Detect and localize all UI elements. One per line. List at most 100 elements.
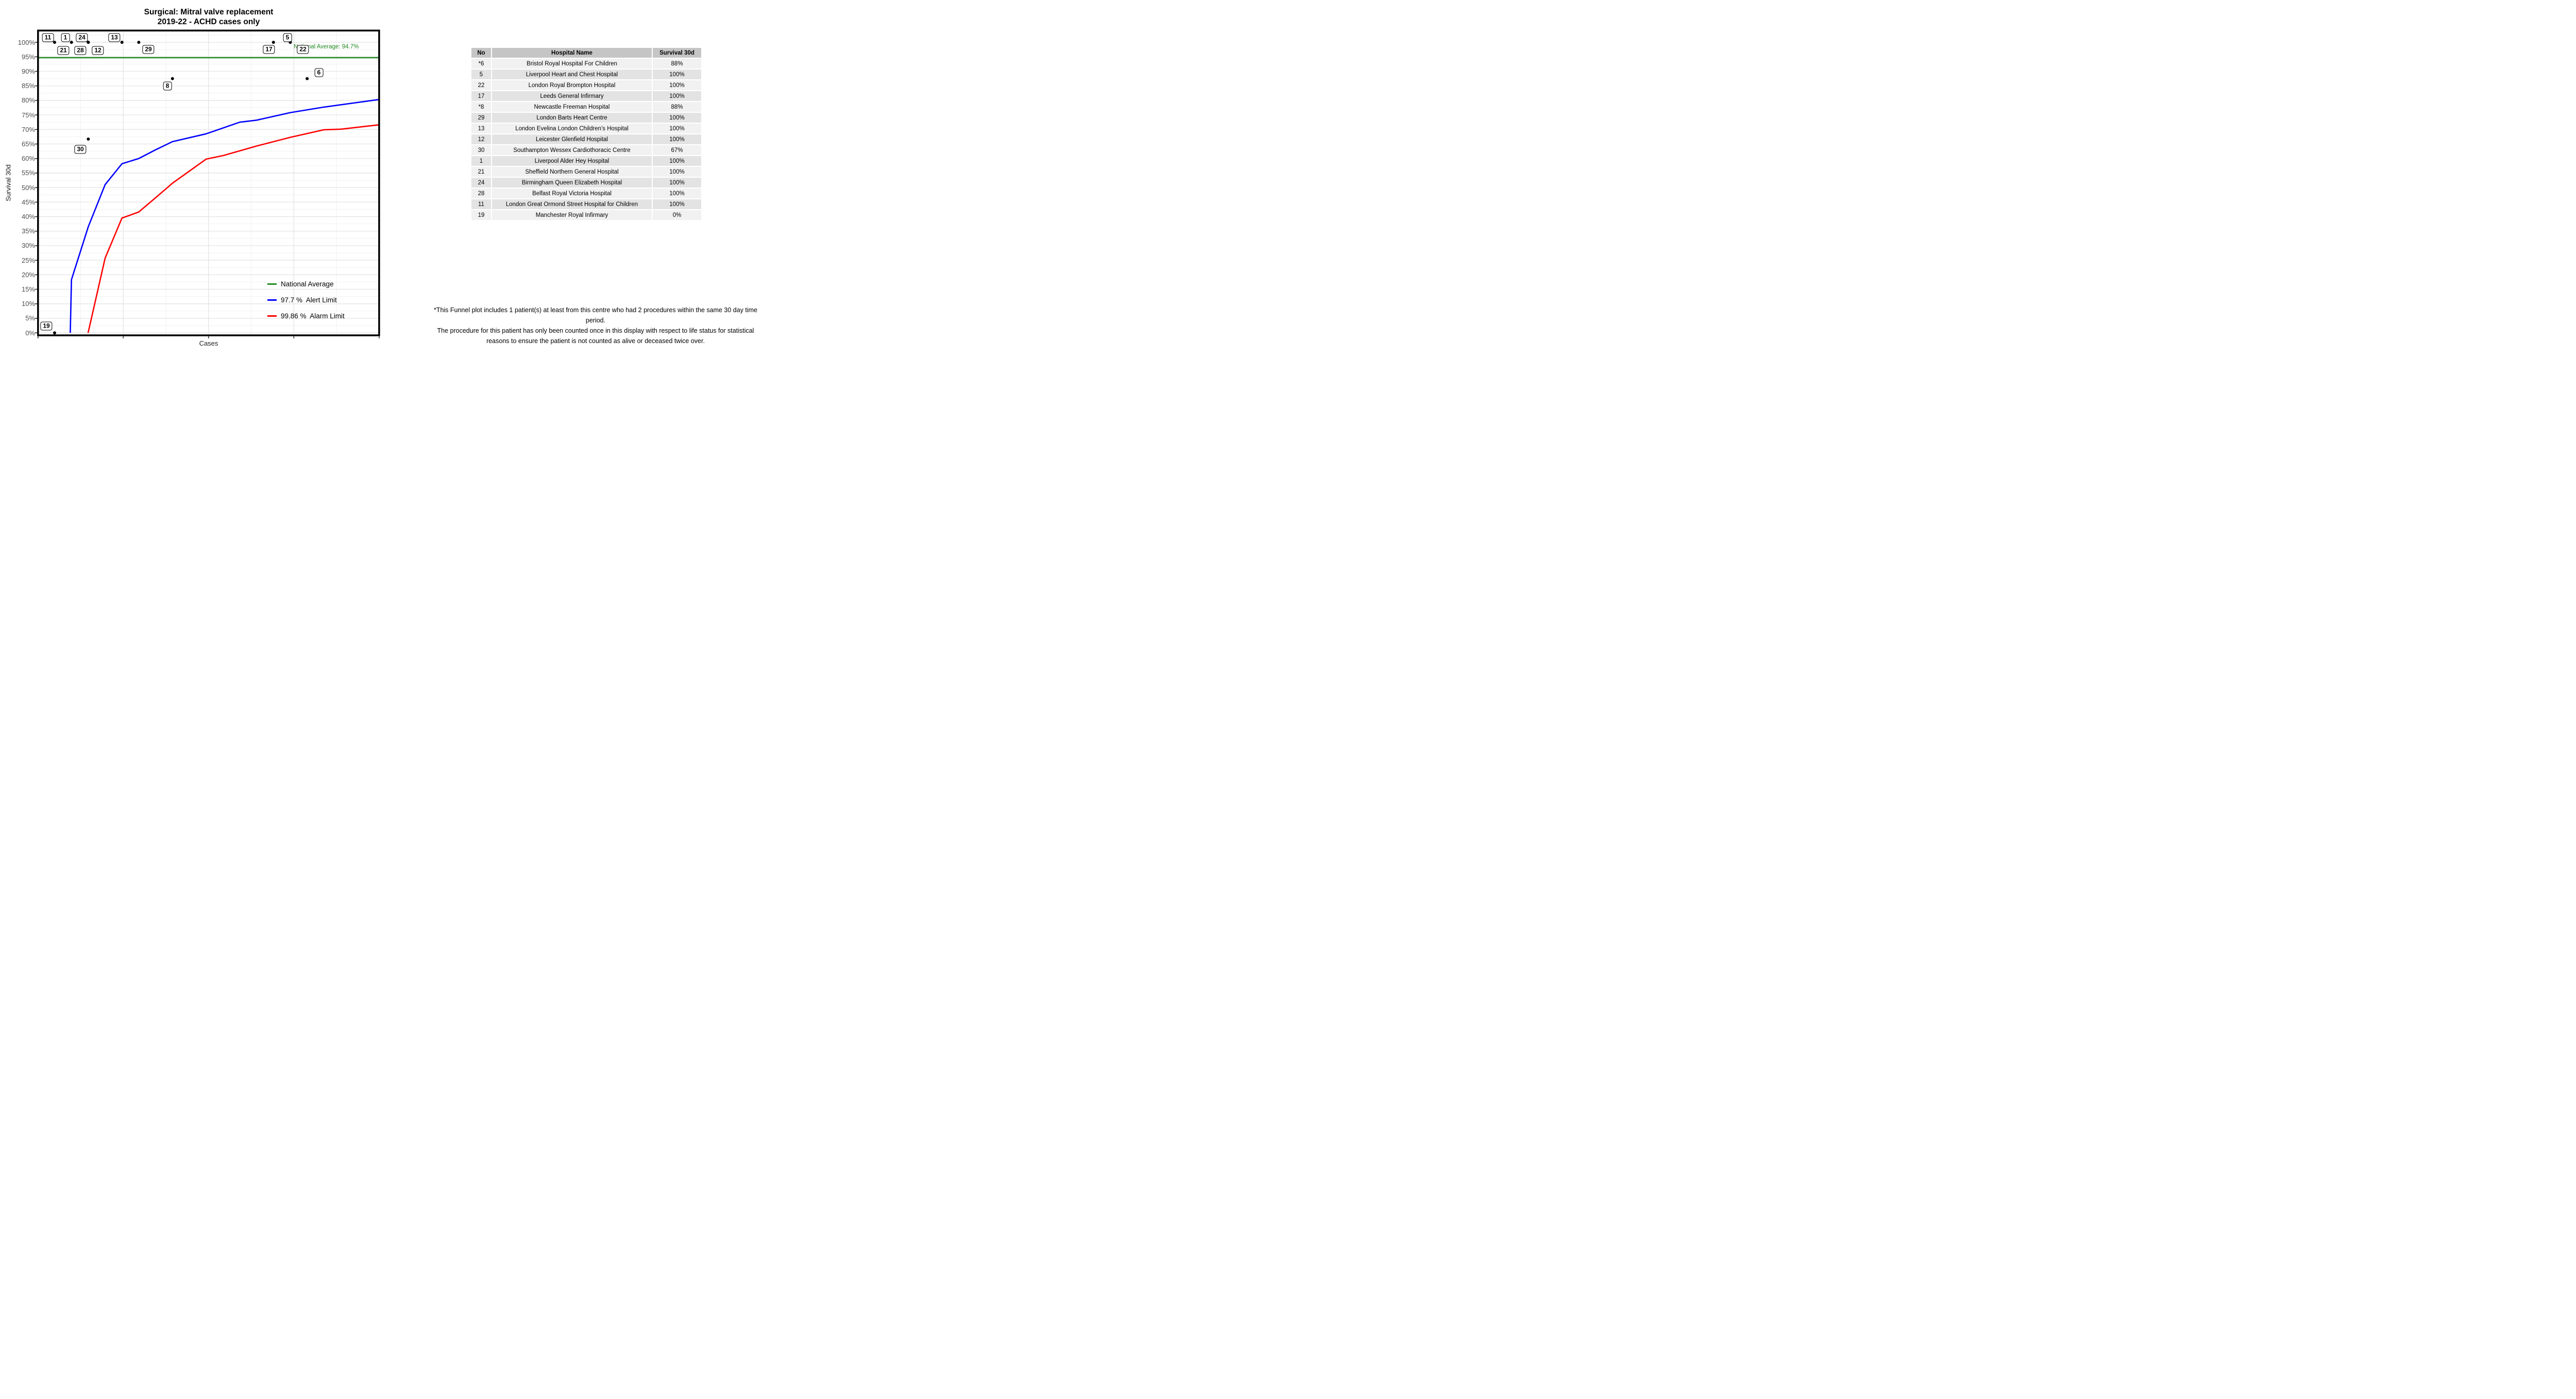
table-cell: *6 [471, 59, 491, 69]
table-cell: 100% [653, 199, 701, 209]
table-cell: Leeds General Infirmary [492, 91, 652, 101]
table-cell: 100% [653, 91, 701, 101]
table-cell: London Evelina London Children's Hospita… [492, 124, 652, 133]
table-row: 22 London Royal Brompton Hospital 100% [471, 80, 701, 90]
table-row: 1 Liverpool Alder Hey Hospital 100% [471, 156, 701, 166]
data-point [306, 77, 309, 80]
table-row: 19 Manchester Royal Infirmary 0% [471, 210, 701, 220]
table-cell: Leicester Glenfield Hospital [492, 134, 652, 144]
table-row: 12 Leicester Glenfield Hospital 100% [471, 134, 701, 144]
table-cell: Southampton Wessex Cardiothoracic Centre [492, 145, 652, 155]
table-cell: 100% [653, 189, 701, 198]
data-point [272, 41, 275, 44]
y-tick-label: 40% [21, 213, 35, 221]
table-row: 28 Belfast Royal Victoria Hospital 100% [471, 189, 701, 198]
point-label: 21 [57, 46, 70, 55]
point-label: 8 [163, 81, 172, 91]
point-label: 1 [61, 33, 70, 42]
footnote: *This Funnel plot includes 1 patient(s) … [427, 305, 765, 346]
chart-legend: National Average 97.7 % Alert Limit 99.86 … [267, 279, 345, 327]
point-label: 11 [42, 33, 54, 42]
hospital-results-table-wrap: No Hospital Name Survival 30d *6 Bristol Ro… [470, 47, 702, 221]
national-average-annotation: National Average: 94.7% [294, 44, 359, 50]
point-label: 6 [314, 68, 324, 77]
table-row: 24 Birmingham Queen Elizabeth Hospital 100… [471, 178, 701, 187]
y-tick-label: 65% [21, 140, 35, 148]
data-point [171, 77, 174, 80]
table-row: 5 Liverpool Heart and Chest Hospital 100% [471, 70, 701, 79]
table-row: 29 London Barts Heart Centre 100% [471, 113, 701, 123]
y-tick-label: 25% [21, 256, 35, 264]
legend-label: 97.7 % Alert Limit [281, 296, 337, 304]
point-label: 12 [92, 46, 104, 55]
panel-border [37, 29, 380, 336]
point-label: 29 [142, 45, 155, 54]
point-label: 28 [74, 46, 87, 55]
table-cell: 88% [653, 102, 701, 112]
funnel-plot-canvas [35, 29, 380, 338]
y-axis-title: Survival 30d [4, 164, 12, 201]
legend-label: 99.86 % Alarm Limit [281, 312, 345, 320]
table-cell: 21 [471, 167, 491, 177]
y-tick-label: 95% [21, 53, 35, 61]
legend-item: 97.7 % Alert Limit [267, 295, 345, 305]
point-label: 22 [297, 45, 309, 54]
table-cell: Liverpool Heart and Chest Hospital [492, 70, 652, 79]
y-tick-label: 90% [21, 67, 35, 75]
legend-key-line [267, 299, 277, 301]
footnote-line: reasons to ensure the patient is not cou… [486, 337, 705, 345]
chart-title-line2: 2019-22 - ACHD cases only [157, 18, 260, 26]
y-tick-label: 35% [21, 227, 35, 235]
table-cell: Newcastle Freeman Hospital [492, 102, 652, 112]
y-tick-label: 100% [18, 38, 35, 46]
table-cell: Liverpool Alder Hey Hospital [492, 156, 652, 166]
hospital-results-table: No Hospital Name Survival 30d *6 Bristol Ro… [470, 47, 702, 221]
table-cell: London Royal Brompton Hospital [492, 80, 652, 90]
chart-title-line1: Surgical: Mitral valve replacement [144, 8, 274, 16]
table-cell: 67% [653, 145, 701, 155]
table-cell: 28 [471, 189, 491, 198]
table-cell: 100% [653, 70, 701, 79]
legend-key-line [267, 283, 277, 285]
y-tick-label: 55% [21, 169, 35, 177]
data-point [70, 41, 73, 44]
table-cell: 11 [471, 199, 491, 209]
point-label: 19 [40, 321, 53, 331]
y-tick-label: 80% [21, 96, 35, 105]
y-tick-label: 75% [21, 111, 35, 119]
table-header-cell: Hospital Name [492, 48, 652, 58]
y-tick-label: 70% [21, 125, 35, 133]
legend-item: National Average [267, 279, 345, 289]
y-tick-label: 85% [21, 82, 35, 90]
point-label: 13 [108, 33, 121, 42]
table-cell: London Barts Heart Centre [492, 113, 652, 123]
legend-label: National Average [281, 280, 334, 288]
data-point [53, 331, 56, 335]
table-cell: 12 [471, 134, 491, 144]
y-tick-label: 0% [25, 329, 35, 337]
point-label: 30 [74, 145, 87, 154]
table-cell: 29 [471, 113, 491, 123]
table-cell: 1 [471, 156, 491, 166]
data-point [137, 41, 141, 44]
y-tick-label: 15% [21, 285, 35, 294]
data-point [120, 41, 124, 44]
table-cell: Manchester Royal Infirmary [492, 210, 652, 220]
table-cell: Bristol Royal Hospital For Children [492, 59, 652, 69]
funnel-plot-panel: Surgical: Mitral valve replacement 2019-… [0, 0, 392, 350]
data-point [87, 41, 90, 44]
footnote-line: *This Funnel plot includes 1 patient(s) … [433, 306, 758, 324]
point-label: 5 [283, 33, 292, 42]
table-cell: 30 [471, 145, 491, 155]
table-cell: 0% [653, 210, 701, 220]
alarm-limit-curve [87, 124, 379, 333]
y-tick-label: 60% [21, 155, 35, 163]
point-label: 24 [76, 33, 88, 42]
table-header-cell: Survival 30d [653, 48, 701, 58]
table-cell: Sheffield Northern General Hospital [492, 167, 652, 177]
table-cell: 100% [653, 156, 701, 166]
legend-key-line [267, 315, 277, 317]
table-cell: 88% [653, 59, 701, 69]
table-row: 21 Sheffield Northern General Hospital 100… [471, 167, 701, 177]
footnote-line: The procedure for this patient has only … [437, 327, 754, 334]
